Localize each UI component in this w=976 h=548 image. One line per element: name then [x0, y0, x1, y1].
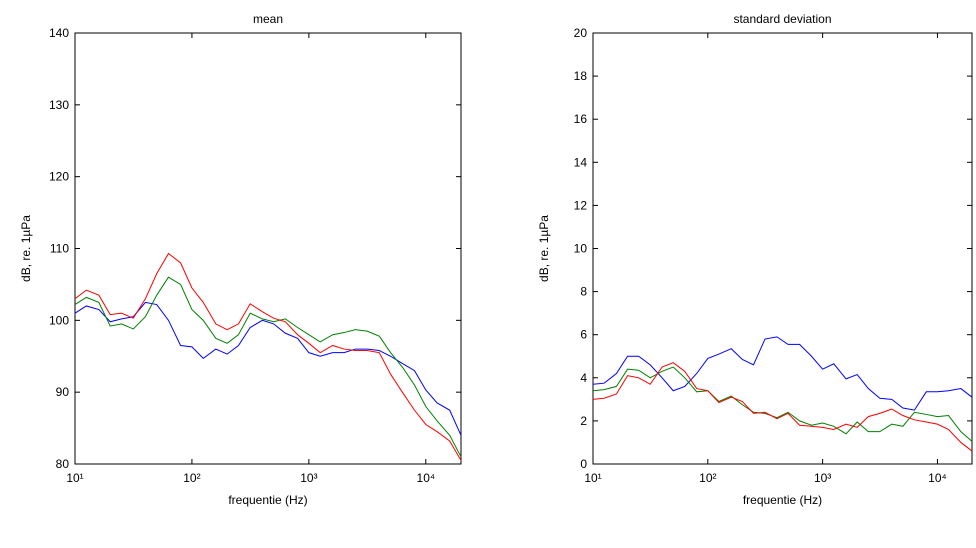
x-axis-label: frequentie (Hz)	[743, 493, 822, 507]
x-tick-label: 10³	[814, 471, 831, 485]
chart-title: standard deviation	[733, 12, 831, 26]
axes: mean frequentie (Hz) dB, re. 1µPa 80 90 100 11…	[19, 12, 462, 507]
y-tick-label: 100	[49, 313, 69, 327]
y-tick-label: 90	[56, 385, 70, 399]
y-tick-label: 120	[49, 170, 69, 184]
y-tick-label: 0	[580, 457, 587, 471]
y-tick-label: 4	[580, 371, 587, 385]
y-tick-label: 18	[574, 69, 588, 83]
data-line	[74, 276, 462, 458]
y-tick-label: 6	[580, 328, 587, 342]
axes: standard deviation frequentie (Hz) dB, re.…	[537, 12, 973, 507]
y-tick-label: 12	[574, 198, 588, 212]
data-line	[592, 366, 973, 442]
x-tick-label: 10¹	[584, 471, 601, 485]
y-tick-label: 16	[574, 112, 588, 126]
chart-title: mean	[253, 12, 283, 26]
y-tick-label: 2	[580, 414, 587, 428]
y-tick-label: 20	[574, 26, 588, 40]
y-tick-label: 140	[49, 26, 69, 40]
y-tick-label: 130	[49, 98, 69, 112]
y-tick-label: 14	[574, 155, 588, 169]
y-tick-label: 8	[580, 285, 587, 299]
y-axis-label: dB, re. 1µPa	[19, 215, 33, 282]
x-tick-label: 10²	[699, 471, 716, 485]
y-tick-label: 110	[50, 242, 69, 256]
data-line	[592, 336, 973, 411]
plot-area	[74, 32, 462, 465]
y-tick-label: 10	[574, 242, 588, 256]
x-tick-label: 10²	[183, 471, 200, 485]
plot-area	[592, 32, 973, 465]
y-axis-label: dB, re. 1µPa	[537, 215, 551, 282]
x-tick-label: 10⁴	[928, 471, 947, 485]
x-tick-label: 10¹	[66, 471, 83, 485]
data-line	[592, 362, 973, 452]
x-tick-label: 10³	[300, 471, 317, 485]
x-axis-label: frequentie (Hz)	[228, 493, 307, 507]
x-tick-label: 10⁴	[417, 471, 436, 485]
y-tick-label: 80	[56, 457, 70, 471]
data-line	[74, 252, 462, 461]
